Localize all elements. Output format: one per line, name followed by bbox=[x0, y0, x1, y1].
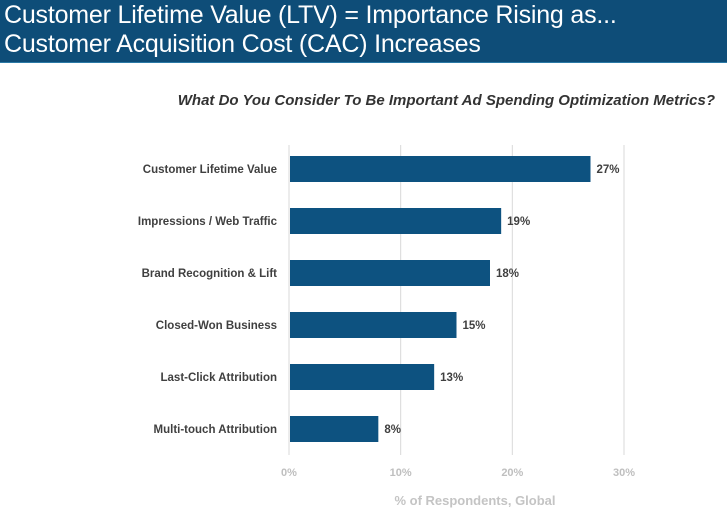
header-title-line-1: Customer Lifetime Value (LTV) = Importan… bbox=[4, 1, 617, 29]
x-tick-label: 10% bbox=[390, 467, 412, 479]
value-label: 15% bbox=[463, 320, 486, 332]
x-tick-label: 0% bbox=[281, 467, 297, 479]
category-label: Brand Recognition & Lift bbox=[142, 268, 278, 280]
header-banner: Customer Lifetime Value (LTV) = Importan… bbox=[0, 0, 727, 63]
value-label: 13% bbox=[440, 372, 463, 384]
bar bbox=[290, 208, 502, 234]
value-label: 8% bbox=[384, 424, 401, 436]
bar bbox=[290, 312, 457, 338]
value-label: 19% bbox=[507, 216, 530, 228]
category-label: Customer Lifetime Value bbox=[143, 164, 277, 176]
category-labels: Customer Lifetime Value Impressions / Web… bbox=[138, 164, 278, 436]
category-label: Closed-Won Business bbox=[156, 320, 277, 332]
bars bbox=[290, 156, 591, 442]
category-label: Multi-touch Attribution bbox=[154, 424, 277, 436]
value-label: 18% bbox=[496, 268, 519, 280]
gridlines bbox=[288, 145, 625, 455]
value-labels: 27% 19% 18% 15% 13% 8% bbox=[384, 164, 619, 436]
bar bbox=[290, 416, 379, 442]
x-tick-labels: 0% 10% 20% 30% bbox=[281, 467, 635, 479]
category-label: Last-Click Attribution bbox=[161, 372, 278, 384]
x-tick-label: 30% bbox=[613, 467, 635, 479]
bar bbox=[290, 260, 490, 286]
bar bbox=[290, 156, 591, 182]
x-axis-title: % of Respondents, Global bbox=[394, 493, 555, 508]
header-title-line-2: Customer Acquisition Cost (CAC) Increase… bbox=[4, 30, 481, 58]
x-tick-label: 20% bbox=[501, 467, 523, 479]
chart-title: What Do You Consider To Be Important Ad … bbox=[177, 92, 715, 109]
category-label: Impressions / Web Traffic bbox=[138, 216, 278, 228]
value-label: 27% bbox=[597, 164, 620, 176]
bar bbox=[290, 364, 435, 390]
